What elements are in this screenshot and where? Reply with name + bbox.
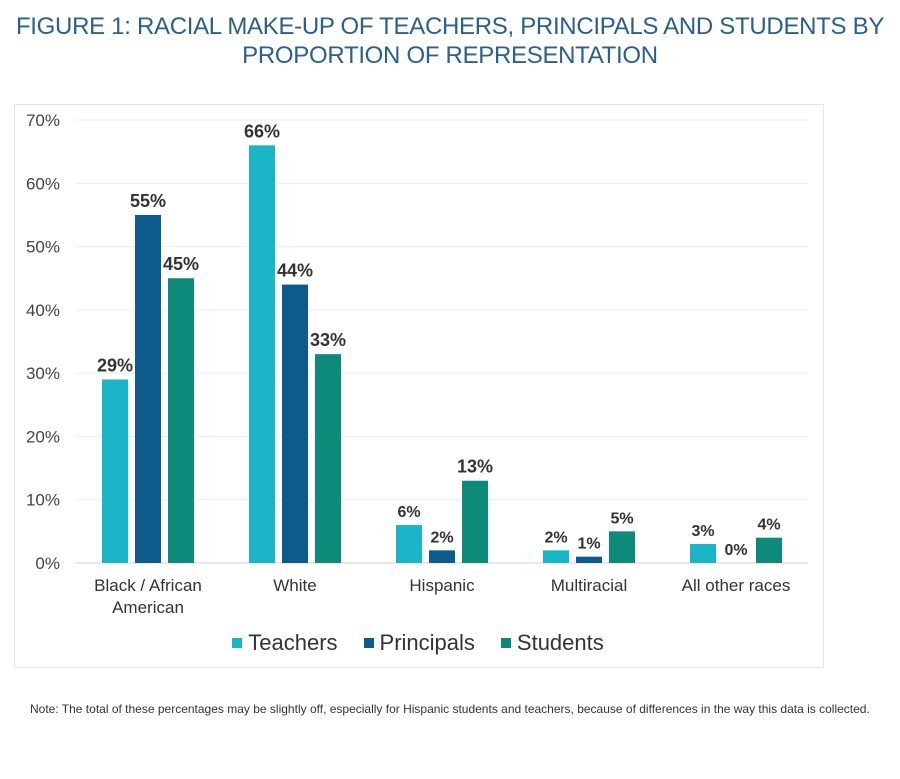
- x-tick-label: Black / African: [94, 576, 202, 595]
- x-tick-label: All other races: [682, 576, 791, 595]
- legend-swatch-students: [500, 638, 511, 648]
- y-tick-label: 40%: [26, 301, 60, 320]
- bar-students-black-african-american: [168, 278, 194, 563]
- data-label: 44%: [277, 261, 313, 281]
- data-label: 0%: [724, 542, 747, 559]
- legend-label-principals: Principals: [379, 630, 475, 655]
- data-label: 13%: [457, 457, 493, 477]
- data-label: 1%: [577, 536, 600, 553]
- bar-principals-white: [282, 284, 308, 563]
- x-tick-label: Multiracial: [551, 576, 628, 595]
- data-label: 45%: [163, 254, 199, 274]
- bar-students-all-other-races: [756, 537, 782, 563]
- y-tick-label: 10%: [26, 491, 60, 510]
- bar-teachers-all-other-races: [690, 544, 716, 563]
- data-label: 5%: [610, 510, 633, 527]
- legend-item-teachers: Teachers: [232, 630, 338, 656]
- y-tick-label: 0%: [35, 554, 60, 573]
- data-label: 3%: [691, 523, 714, 540]
- data-label: 6%: [397, 504, 420, 521]
- x-tick-label: American: [112, 598, 184, 617]
- data-label: 2%: [544, 529, 567, 546]
- legend-swatch-principals: [363, 638, 374, 648]
- data-label: 29%: [97, 355, 133, 375]
- bar-students-white: [315, 354, 341, 563]
- bar-principals-multiracial: [576, 556, 602, 563]
- data-label: 2%: [430, 529, 453, 546]
- legend-item-principals: Principals: [363, 630, 475, 656]
- bar-teachers-black-african-american: [102, 379, 128, 563]
- data-label: 4%: [757, 517, 780, 534]
- bar-teachers-white: [249, 145, 275, 564]
- legend-item-students: Students: [500, 630, 604, 656]
- data-label: 66%: [244, 121, 280, 141]
- footnote: Note: The total of these percentages may…: [30, 702, 870, 716]
- data-label: 33%: [310, 330, 346, 350]
- bar-principals-hispanic: [429, 550, 455, 563]
- x-tick-label: White: [273, 576, 316, 595]
- bar-students-multiracial: [609, 531, 635, 563]
- title-line-1: FIGURE 1: RACIAL MAKE-UP OF TEACHERS, PR…: [15, 13, 885, 40]
- x-tick-label: Hispanic: [409, 576, 475, 595]
- bar-principals-black-african-american: [135, 214, 161, 563]
- y-tick-label: 70%: [26, 111, 60, 130]
- legend-swatch-teachers: [232, 638, 243, 648]
- bar-teachers-hispanic: [396, 525, 422, 563]
- chart-title: FIGURE 1: RACIAL MAKE-UP OF TEACHERS, PR…: [0, 12, 900, 70]
- legend-label-students: Students: [516, 630, 604, 655]
- bar-students-hispanic: [462, 480, 488, 563]
- title-line-2: PROPORTION OF REPRESENTATION: [242, 42, 658, 69]
- y-tick-label: 50%: [26, 238, 60, 257]
- bar-teachers-multiracial: [543, 550, 569, 563]
- legend: Teachers Principals Students: [0, 630, 836, 656]
- y-tick-label: 30%: [26, 364, 60, 383]
- legend-label-teachers: Teachers: [248, 630, 338, 655]
- y-tick-label: 60%: [26, 174, 60, 193]
- y-tick-label: 20%: [26, 427, 60, 446]
- data-label: 55%: [130, 191, 166, 211]
